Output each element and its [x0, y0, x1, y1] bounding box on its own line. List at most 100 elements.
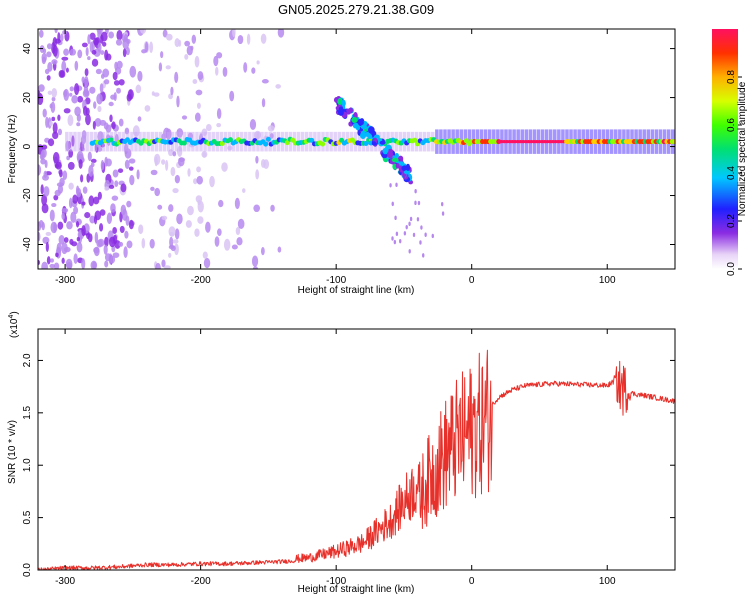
spectrogram-noise-blob [69, 238, 74, 245]
spectrogram-noise-blob [52, 152, 60, 164]
spectrogram-noise-blob [172, 239, 179, 244]
spectrogram-noise-blob [80, 174, 84, 183]
spectrogram-noise-blob [93, 101, 97, 109]
spectrogram-noise-blob [60, 33, 64, 42]
spectrogram-y-label: Frequency (Hz) [7, 115, 18, 184]
spectrogram-noise-blob [52, 44, 58, 57]
spectrogram-noise-blob [51, 59, 58, 65]
spectrogram-noise-blob [184, 40, 191, 47]
spectrogram-noise-blob [54, 29, 58, 34]
spectrogram-noise-blob [106, 212, 113, 225]
spectrogram-noise-blob [82, 186, 88, 194]
spectrogram-branch-mark [338, 106, 344, 113]
spectrogram-noise-blob [111, 195, 119, 201]
spectrogram-noise-blob [100, 159, 105, 171]
spectrogram-noise-blob [108, 184, 115, 189]
spectrogram-noise-blob [47, 62, 53, 72]
spectrogram-noise-blob [213, 55, 219, 67]
colorbar-tick-label: 0.4 [726, 166, 737, 180]
spectrogram-noise-blob [63, 237, 69, 243]
spectrogram-speckle [409, 216, 413, 222]
spectrogram-noise-blob [120, 204, 127, 216]
spectrogram-noise-blob [40, 158, 46, 165]
spectrogram-tone-halo [73, 131, 77, 152]
spectrogram-speckle [441, 211, 445, 216]
spectrogram-noise-blob [52, 131, 59, 140]
snr-x-tick-label: 100 [599, 576, 616, 587]
snr-y-tick-label: 1.5 [22, 405, 33, 419]
spectrogram-noise-blob [38, 29, 44, 38]
spectrogram-speckle [422, 253, 425, 258]
spectrogram-noise-blob [93, 196, 100, 205]
spectrogram-noise-blob [58, 69, 65, 78]
spectrogram-noise-blob [129, 174, 135, 186]
spectrogram-noise-blob [149, 238, 155, 249]
spectrogram-speckle [391, 201, 394, 207]
spectrogram-noise-blob [112, 227, 117, 234]
spectrogram-noise-blob [59, 177, 65, 187]
spectrogram-noise-blob [104, 156, 108, 167]
spectrogram-noise-blob [89, 32, 96, 40]
spectrogram-noise-blob [68, 92, 73, 97]
snr-y-tick-label: 1.0 [22, 458, 33, 472]
spectrogram-noise-blob [69, 86, 75, 92]
spectrogram-y-tick-label: -40 [22, 237, 33, 252]
spectrogram-noise-blob [168, 226, 176, 237]
spectrogram-noise-blob [50, 221, 58, 234]
spectrogram-noise-blob [90, 260, 98, 269]
spectrogram-noise-blob [174, 228, 180, 240]
spectrogram-branch-mark [355, 125, 361, 131]
snr-frame [37, 328, 676, 571]
snr-y-tick-label: 2.0 [22, 353, 33, 367]
spectrogram-noise-blob [277, 29, 285, 38]
spectrogram-noise-blob [197, 71, 204, 81]
spectrogram-noise-blob [41, 261, 48, 269]
spectrogram-x-tick-label: 100 [599, 275, 616, 286]
spectrogram-noise-blob [195, 89, 203, 96]
spectrogram-noise-blob [113, 80, 120, 86]
spectrogram-branch-mark [379, 140, 386, 145]
spectrogram-noise-blob [251, 67, 256, 74]
spectrogram-noise-blob [270, 204, 275, 212]
spectrogram-noise-blob [66, 221, 73, 230]
spectrogram-noise-blob [267, 125, 275, 132]
spectrogram-noise-blob [75, 185, 80, 196]
spectrogram-tone-halo [77, 131, 81, 152]
spectrogram-noise-blob [136, 169, 140, 180]
spectrogram-speckle [412, 232, 416, 238]
spectrogram-speckle [408, 221, 411, 227]
spectrogram-noise-blob [178, 157, 185, 167]
spectrogram-noise-blob [149, 41, 154, 54]
spectrogram-noise-blob [55, 252, 59, 258]
spectrogram-noise-blob [160, 51, 164, 59]
spectrogram-noise-blob [87, 233, 93, 243]
spectrogram-noise-blob [119, 225, 125, 233]
spectrogram-noise-blob [46, 51, 52, 58]
spectrogram-noise-blob [128, 158, 136, 164]
colorbar: 0.0 0.2 0.4 0.6 0.8 Normalized spectral ampl… [712, 29, 748, 276]
spectrogram-noise-blob [126, 47, 130, 56]
snr-y-tick-label: 0.0 [22, 563, 33, 577]
snr-y-exponent: (x104) [8, 311, 20, 338]
spectrogram-noise-blob [170, 86, 174, 96]
spectrogram-noise-blob [40, 184, 44, 195]
spectrogram-noise-blob [41, 56, 46, 65]
spectrogram-noise-blob [65, 67, 69, 73]
snr-y-label: SNR (10 * v/v) [7, 420, 18, 484]
colorbar-tick-label: 0.0 [726, 262, 737, 276]
spectrogram-noise-blob [48, 138, 55, 147]
spectrogram-noise-blob [38, 260, 41, 266]
spectrogram-tone-mark [263, 141, 269, 147]
spectrogram-noise-blob [104, 236, 109, 248]
spectrogram-noise-blob [108, 31, 115, 39]
spectrogram-branch-mark [405, 163, 411, 171]
snr-series-line [38, 349, 675, 570]
spectrogram-noise-blob [66, 155, 70, 161]
spectrogram-noise-blob [84, 212, 91, 219]
spectrogram-noise-blob [237, 218, 245, 229]
spectrogram-branch-mark [382, 147, 389, 155]
spectrogram-noise-blob [96, 239, 103, 248]
spectrogram-noise-blob [47, 90, 53, 95]
spectrogram-noise-blob [170, 166, 176, 177]
spectrogram-noise-blob [150, 169, 158, 176]
